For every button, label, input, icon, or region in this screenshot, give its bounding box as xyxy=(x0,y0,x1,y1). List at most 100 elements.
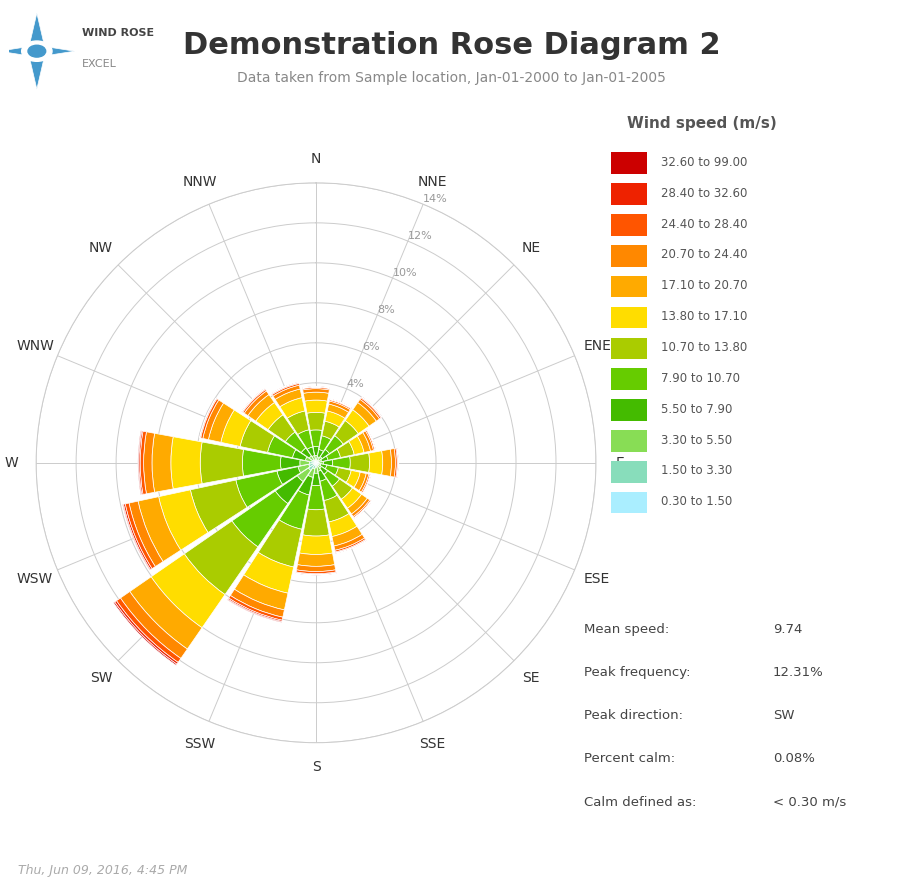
Bar xyxy=(361,474,370,493)
Bar xyxy=(332,457,350,469)
Text: < 0.30 m/s: < 0.30 m/s xyxy=(772,796,845,809)
Bar xyxy=(325,436,343,454)
Bar xyxy=(610,214,647,236)
Bar xyxy=(368,451,382,474)
Bar xyxy=(199,399,216,438)
Bar xyxy=(279,490,308,530)
Bar xyxy=(307,447,314,457)
Bar xyxy=(280,398,305,418)
Text: Peak frequency:: Peak frequency: xyxy=(584,666,690,679)
Text: 13.80 to 17.10: 13.80 to 17.10 xyxy=(660,310,747,323)
Bar xyxy=(395,448,398,478)
Bar xyxy=(313,460,315,462)
Bar xyxy=(120,592,187,659)
Bar xyxy=(242,389,265,412)
Bar xyxy=(366,430,375,450)
Bar xyxy=(316,462,318,463)
Bar xyxy=(199,398,216,438)
Text: Wind speed (m/s): Wind speed (m/s) xyxy=(627,116,777,131)
Bar xyxy=(316,460,318,462)
Bar xyxy=(354,473,366,490)
Bar xyxy=(610,183,647,205)
Bar xyxy=(317,460,318,462)
Bar xyxy=(308,456,314,461)
Bar xyxy=(328,401,350,412)
Bar xyxy=(312,465,316,469)
Polygon shape xyxy=(28,13,46,89)
Bar xyxy=(319,464,327,469)
Bar xyxy=(349,453,369,473)
Bar xyxy=(272,383,299,394)
Bar xyxy=(315,463,316,465)
Bar xyxy=(318,470,326,481)
Bar xyxy=(326,449,340,460)
Bar xyxy=(320,457,327,462)
Bar xyxy=(610,368,647,390)
Bar xyxy=(275,389,301,407)
Bar xyxy=(319,466,327,474)
Bar xyxy=(302,387,329,390)
Bar xyxy=(302,387,329,389)
Bar xyxy=(357,400,379,421)
Bar xyxy=(129,501,163,567)
Bar xyxy=(311,473,320,486)
Bar xyxy=(305,400,327,413)
Bar xyxy=(325,411,345,427)
Bar xyxy=(308,468,315,477)
Bar xyxy=(244,391,269,416)
Bar xyxy=(305,457,312,462)
Text: Peak direction:: Peak direction: xyxy=(584,709,683,723)
Text: 0.30 to 1.50: 0.30 to 1.50 xyxy=(660,495,732,508)
Bar xyxy=(315,460,317,462)
Bar xyxy=(314,463,316,465)
Text: 28.40 to 32.60: 28.40 to 32.60 xyxy=(660,187,747,199)
Bar xyxy=(610,152,647,174)
Bar xyxy=(143,432,154,494)
Bar xyxy=(140,431,146,495)
Bar xyxy=(366,430,375,450)
Bar xyxy=(335,421,358,444)
Bar xyxy=(308,465,314,471)
Bar xyxy=(287,411,308,434)
Bar xyxy=(124,504,152,570)
Bar xyxy=(316,464,318,466)
Bar xyxy=(329,399,351,409)
Text: 9.74: 9.74 xyxy=(772,623,802,635)
Bar xyxy=(317,465,320,472)
Bar xyxy=(139,431,143,495)
Bar xyxy=(232,491,288,546)
Bar xyxy=(285,433,306,453)
Bar xyxy=(314,460,316,462)
Bar xyxy=(152,433,173,492)
Bar xyxy=(235,575,288,610)
Bar xyxy=(318,463,320,465)
Text: 12.31%: 12.31% xyxy=(772,666,823,679)
Bar xyxy=(315,464,317,467)
Bar xyxy=(302,389,329,393)
Bar xyxy=(298,475,313,495)
Bar xyxy=(329,400,351,409)
Bar xyxy=(314,467,318,473)
Text: Calm defined as:: Calm defined as: xyxy=(584,796,696,809)
Bar xyxy=(365,430,374,450)
Bar xyxy=(320,449,329,458)
Bar xyxy=(277,466,300,484)
Bar xyxy=(130,577,202,649)
Bar xyxy=(610,430,647,452)
Bar xyxy=(170,437,202,489)
Text: 5.50 to 7.90: 5.50 to 7.90 xyxy=(660,402,732,416)
Bar xyxy=(362,474,370,493)
Text: 0.08%: 0.08% xyxy=(772,752,814,765)
Bar xyxy=(235,471,282,507)
Bar xyxy=(394,449,397,477)
Bar xyxy=(321,421,339,440)
Text: Demonstration Rose Diagram 2: Demonstration Rose Diagram 2 xyxy=(182,31,720,61)
Bar xyxy=(297,468,310,481)
Bar xyxy=(363,431,373,451)
Bar xyxy=(296,572,336,575)
Bar xyxy=(208,403,234,442)
Bar xyxy=(354,501,371,518)
Bar xyxy=(221,410,251,447)
Bar xyxy=(354,501,372,518)
Bar xyxy=(335,539,365,553)
